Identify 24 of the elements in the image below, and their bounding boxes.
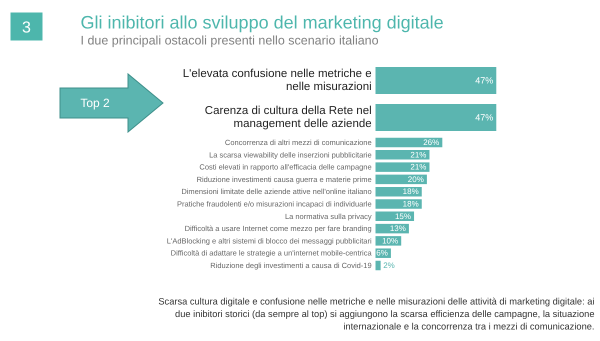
text: I due principali ostacoli presenti nello scenario italiano bbox=[80, 34, 379, 48]
text: Top 2 bbox=[80, 96, 110, 110]
chart-title: Gli inibitori allo sviluppo del marketing digitale bbox=[80, 12, 444, 32]
data-label: 47% bbox=[475, 112, 494, 122]
data-label: 15% bbox=[394, 212, 411, 221]
data-label: 10% bbox=[382, 236, 398, 246]
data-label: 2% bbox=[383, 261, 395, 270]
data-label: 20% bbox=[408, 174, 424, 184]
data-label: 18% bbox=[402, 200, 419, 208]
data-label: 6% bbox=[376, 248, 388, 258]
bar bbox=[376, 138, 442, 148]
bar bbox=[376, 260, 381, 270]
bar bbox=[376, 150, 430, 160]
text: 3 bbox=[22, 20, 32, 36]
data-label: 21% bbox=[410, 162, 426, 172]
text: Scarsa cultura digitale e confusione nelle metriche e nelle misurazioni delle attività di marketing digitale: ai due inibitori storici (da sempre al top) si aggiungono la scarsa efficienza delle campagne, la situazione internazionale e la concorrenza tra i mezzi di comunicazione. bbox=[158, 296, 595, 332]
y-tick-label: Carenza di cultura della Rete nel management delle aziende bbox=[204, 105, 372, 130]
bar bbox=[376, 162, 430, 172]
data-label: 13% bbox=[390, 224, 406, 234]
data-label: 47% bbox=[475, 76, 494, 86]
y-tick-label: L'elevata confusione nelle metriche e nelle misurazioni bbox=[182, 68, 372, 93]
data-label: 21% bbox=[410, 150, 426, 160]
data-label: 26% bbox=[423, 138, 440, 147]
data-label: 18% bbox=[402, 187, 419, 196]
